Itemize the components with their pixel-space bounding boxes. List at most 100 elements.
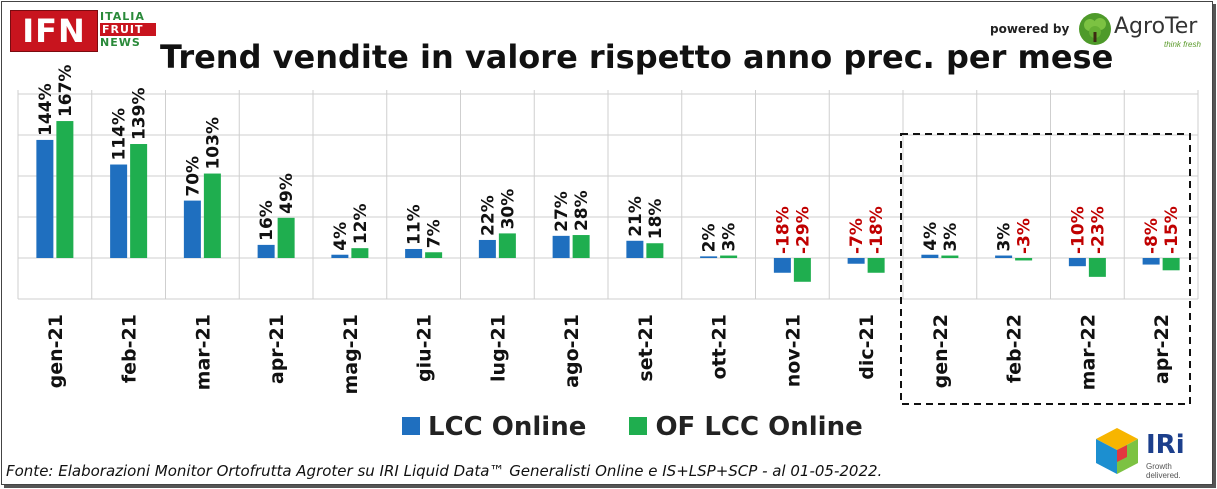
value-label-lcc-feb-22: 3% — [995, 223, 1015, 252]
bar-of-lcc-apr-22 — [1162, 258, 1180, 271]
category-label-mar-22: mar-22 — [1077, 314, 1099, 390]
bar-lcc-ott-21 — [700, 256, 718, 258]
category-label-mar-21: mar-21 — [192, 314, 214, 390]
value-label-lcc-mar-22: -10% — [1068, 206, 1088, 254]
value-label-of-lcc-mar-21: 103% — [203, 117, 223, 170]
value-label-lcc-apr-21: 16% — [257, 200, 277, 241]
iri-tagline: Growth delivered. — [1146, 462, 1181, 480]
value-label-lcc-set-21: 21% — [626, 196, 646, 237]
powered-by-label: powered by — [990, 22, 1070, 36]
value-label-of-lcc-dic-21: -18% — [867, 206, 887, 254]
bar-of-lcc-feb-21 — [130, 144, 148, 258]
bar-of-lcc-mar-22 — [1088, 258, 1106, 277]
legend-label-lcc: LCC Online — [428, 412, 587, 442]
legend-swatch-of-lcc — [629, 417, 648, 435]
value-label-of-lcc-set-21: 18% — [646, 199, 666, 240]
value-label-lcc-ago-21: 27% — [552, 191, 572, 232]
bar-of-lcc-mag-21 — [351, 248, 369, 258]
value-label-of-lcc-lug-21: 30% — [498, 189, 518, 230]
category-label-dic-21: dic-21 — [856, 314, 878, 380]
legend-item-lcc: LCC Online — [402, 412, 586, 442]
value-label-of-lcc-ott-21: 3% — [720, 223, 740, 252]
category-label-ago-21: ago-21 — [561, 314, 583, 388]
bar-of-lcc-giu-21 — [425, 252, 443, 258]
agroter-tagline: think fresh — [1164, 40, 1201, 49]
bar-lcc-feb-21 — [110, 164, 128, 258]
bar-of-lcc-lug-21 — [498, 233, 516, 258]
category-label-gen-22: gen-22 — [930, 314, 952, 388]
bar-of-lcc-ott-21 — [720, 255, 738, 258]
value-label-lcc-apr-22: -8% — [1142, 218, 1162, 254]
category-label-mag-21: mag-21 — [340, 314, 362, 395]
category-label-nov-21: nov-21 — [782, 314, 804, 387]
value-labels: 144% 167% 114% 139% 70%103% 16%49% 4% 12% 11% 7% 2… — [36, 65, 1182, 254]
agroter-name: AgroTer — [1114, 14, 1198, 39]
bar-lcc-apr-22 — [1142, 258, 1160, 265]
bar-of-lcc-set-21 — [646, 243, 664, 258]
legend: LCC Online OF LCC Online — [402, 412, 897, 446]
category-label-lug-21: lug-21 — [487, 314, 509, 382]
iri-logo: IRi Growth delivered. — [1094, 422, 1204, 480]
value-label-of-lcc-gen-22: 3% — [941, 223, 961, 252]
ifn-logo-line3: NEWS — [100, 36, 141, 49]
bar-of-lcc-gen-22 — [941, 255, 959, 258]
bar-lcc-feb-22 — [995, 255, 1013, 258]
bar-lcc-ago-21 — [552, 235, 570, 258]
value-label-of-lcc-ago-21: 28% — [572, 190, 592, 231]
bar-lcc-mag-21 — [331, 254, 349, 258]
highlight-box-2022 — [900, 133, 1191, 405]
bar-of-lcc-feb-22 — [1015, 258, 1033, 261]
value-label-of-lcc-feb-21: 139% — [130, 87, 150, 140]
bar-lcc-nov-21 — [773, 258, 791, 273]
value-label-of-lcc-apr-22: -15% — [1162, 206, 1182, 254]
value-label-lcc-dic-21: -7% — [847, 218, 867, 254]
value-label-lcc-ott-21: 2% — [700, 223, 720, 252]
source-note: Fonte: Elaborazioni Monitor Ortofrutta A… — [6, 462, 883, 480]
category-label-gen-21: gen-21 — [45, 314, 67, 388]
value-label-lcc-giu-21: 11% — [405, 204, 425, 245]
category-label-apr-21: apr-21 — [266, 314, 288, 384]
bar-lcc-lug-21 — [478, 239, 496, 258]
value-label-lcc-gen-22: 4% — [921, 222, 941, 251]
legend-item-of-lcc: OF LCC Online — [629, 412, 863, 442]
bar-of-lcc-ago-21 — [572, 235, 590, 258]
value-label-lcc-mar-21: 70% — [183, 156, 203, 197]
category-label-giu-21: giu-21 — [414, 314, 436, 382]
bar-lcc-apr-21 — [257, 244, 275, 258]
category-label-apr-22: apr-22 — [1151, 314, 1173, 384]
value-label-of-lcc-mag-21: 12% — [351, 203, 371, 244]
iri-name: IRi — [1146, 430, 1185, 460]
ifn-logo: IFN ITALIA FRUIT NEWS — [10, 10, 158, 52]
bar-of-lcc-nov-21 — [793, 258, 811, 282]
value-label-lcc-gen-21: 144% — [36, 83, 56, 136]
value-label-of-lcc-apr-21: 49% — [277, 173, 297, 214]
ifn-logo-line2: FRUIT — [100, 23, 156, 36]
bar-of-lcc-apr-21 — [277, 217, 295, 258]
category-label-ott-21: ott-21 — [709, 314, 731, 380]
bar-lcc-dic-21 — [847, 258, 865, 264]
value-label-lcc-feb-21: 114% — [110, 108, 130, 161]
legend-swatch-lcc — [402, 417, 420, 435]
bar-lcc-mar-22 — [1068, 258, 1086, 267]
iri-cube-icon — [1096, 428, 1138, 474]
bar-lcc-mar-21 — [183, 200, 201, 258]
category-label-feb-21: feb-21 — [119, 314, 141, 383]
ifn-logo-line1: ITALIA — [100, 10, 145, 23]
bar-lcc-gen-21 — [36, 139, 54, 258]
value-label-of-lcc-nov-21: -29% — [793, 206, 813, 254]
bar-of-lcc-dic-21 — [867, 258, 885, 273]
value-label-of-lcc-gen-21: 167% — [56, 65, 76, 118]
bar-of-lcc-gen-21 — [56, 121, 74, 258]
bar-lcc-set-21 — [626, 240, 644, 258]
category-labels: gen-21 feb-21 mar-21 apr-21 mag-21 giu-21 lug-… — [45, 314, 1173, 395]
chart-title: Trend vendite in valore rispetto anno pr… — [160, 38, 1114, 76]
value-label-of-lcc-mar-22: -23% — [1088, 206, 1108, 254]
value-label-lcc-nov-21: -18% — [773, 206, 793, 254]
value-label-of-lcc-giu-21: 7% — [425, 219, 445, 248]
bar-lcc-gen-22 — [921, 254, 939, 258]
bar-of-lcc-mar-21 — [203, 173, 221, 258]
ifn-logo-text: ITALIA FRUIT NEWS — [100, 10, 156, 49]
bars — [36, 121, 1180, 282]
value-label-lcc-lug-21: 22% — [478, 195, 498, 236]
